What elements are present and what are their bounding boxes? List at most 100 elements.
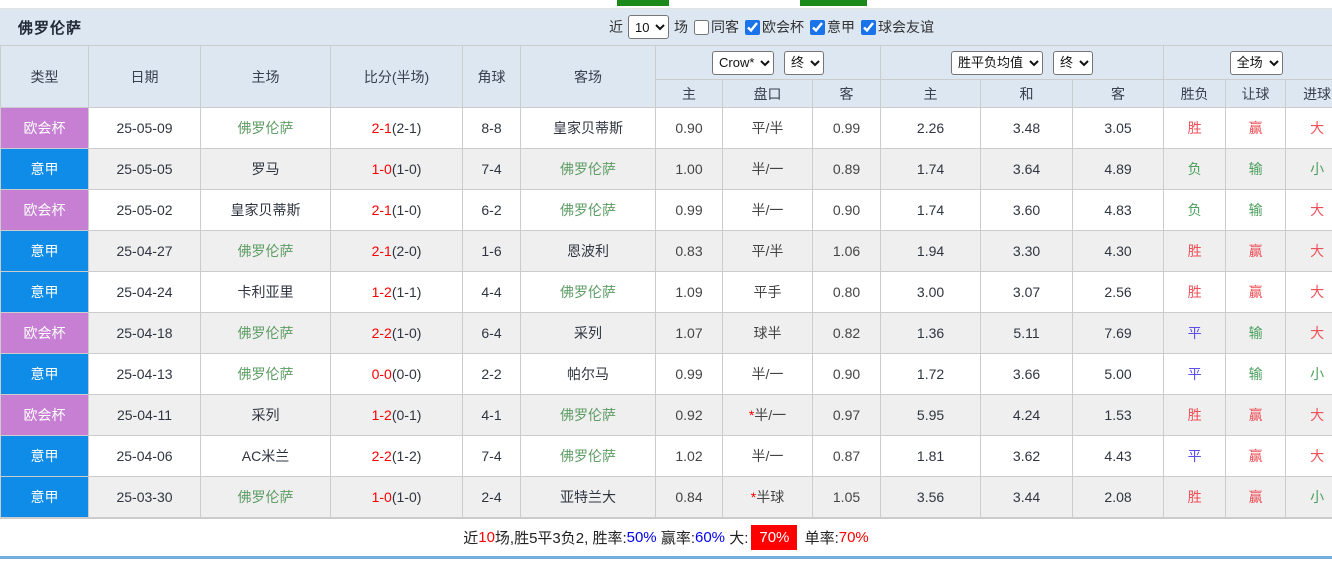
footer-segment: 70%: [838, 529, 869, 546]
ah-line-cell: *半球: [722, 476, 813, 518]
league-badge: 欧会杯: [0, 107, 89, 149]
away-team-cell: 佛罗伦萨: [520, 189, 656, 231]
ah-line-cell: 半/一: [722, 435, 813, 477]
ah-home-odds-cell: 1.09: [655, 271, 723, 313]
filter-checkbox-seriea[interactable]: [810, 19, 825, 35]
table-row: 意甲 25-04-13 佛罗伦萨 0-0(0-0) 2-2 帕尔马 0.99 半/一 0.90 1…: [0, 353, 1332, 395]
ah-home-odds-cell: 1.07: [655, 312, 723, 354]
fulltime-score: 1-2: [371, 407, 392, 423]
footer-segment: 赢率:: [656, 530, 695, 547]
odds-away-cell: 4.89: [1072, 148, 1165, 190]
subheader-goals-result: 进球: [1285, 79, 1332, 108]
league-badge: 意甲: [0, 353, 89, 395]
matches-label: 场: [674, 19, 688, 35]
filter-checkbox-friendly[interactable]: [861, 19, 876, 35]
result-cell: 胜: [1163, 230, 1227, 272]
corners-cell: 8-8: [462, 107, 521, 149]
footer-segment: 单率:: [800, 530, 839, 547]
title-bar: 佛罗伦萨 近 10 场 同客 欧会杯 意甲 球会友谊: [0, 8, 1332, 45]
odds-draw-cell: 3.07: [980, 271, 1074, 313]
recent-count-select[interactable]: 10: [628, 15, 669, 39]
ah-home-odds-cell: 0.83: [655, 230, 723, 272]
halftime-score: (1-1): [391, 284, 422, 300]
filter-label-seriea: 意甲: [827, 19, 855, 35]
odds-draw-cell: 3.48: [980, 107, 1074, 149]
handicap-time-select[interactable]: 终: [784, 50, 825, 75]
result-scope-select[interactable]: 全场: [1229, 50, 1283, 75]
odds-home-cell: 2.26: [880, 107, 982, 149]
odds-time-select[interactable]: 终: [1053, 50, 1094, 75]
score-cell: 0-0(0-0): [330, 353, 463, 395]
goals-result-cell: 大: [1285, 189, 1332, 231]
score-cell: 1-2(0-1): [330, 394, 463, 436]
active-tab-stub[interactable]: [617, 0, 669, 6]
footer-segment: 场,胜5平3负2, 胜率:: [494, 530, 627, 547]
ah-away-odds-cell: 0.99: [811, 107, 882, 149]
col-header-score: 比分(半场): [330, 45, 463, 108]
score-cell: 2-1(1-0): [330, 189, 463, 231]
corners-cell: 7-4: [462, 148, 521, 190]
league-badge: 意甲: [0, 476, 89, 518]
ah-line-cell: *半/一: [722, 394, 813, 436]
odds-draw-cell: 3.30: [980, 230, 1074, 272]
ah-away-odds-cell: 0.89: [811, 148, 882, 190]
table-row: 欧会杯 25-04-11 采列 1-2(0-1) 4-1 佛罗伦萨 0.92 *半/一 0.97…: [0, 394, 1332, 436]
ah-home-odds-cell: 0.84: [655, 476, 723, 518]
odds-away-cell: 3.05: [1072, 107, 1165, 149]
filter-checkbox-uecl[interactable]: [745, 19, 760, 35]
odds-away-cell: 4.30: [1072, 230, 1165, 272]
table-row: 意甲 25-04-27 佛罗伦萨 2-1(2-0) 1-6 恩波利 0.83 平/半 1.06 1…: [0, 230, 1332, 272]
goals-result-cell: 大: [1285, 312, 1332, 354]
away-team-cell: 佛罗伦萨: [520, 435, 656, 477]
goals-result-cell: 大: [1285, 435, 1332, 477]
odds-type-select[interactable]: 胜平负均值: [951, 50, 1044, 75]
table-row: 欧会杯 25-04-18 佛罗伦萨 2-2(1-0) 6-4 采列 1.07 球半 0.82 1.…: [0, 312, 1332, 354]
odds-draw-cell: 3.64: [980, 148, 1074, 190]
footer-segment: 50%: [626, 529, 657, 546]
ah-home-odds-cell: 1.02: [655, 435, 723, 477]
ah-home-odds-cell: 1.00: [655, 148, 723, 190]
same-away-checkbox[interactable]: [694, 19, 709, 35]
table-row: 欧会杯 25-05-09 佛罗伦萨 2-1(2-1) 8-8 皇家贝蒂斯 0.90 平/半 0.…: [0, 107, 1332, 149]
away-team-cell: 恩波利: [520, 230, 656, 272]
odds-away-cell: 2.56: [1072, 271, 1165, 313]
odds-draw-cell: 3.44: [980, 476, 1074, 518]
corners-cell: 1-6: [462, 230, 521, 272]
away-team-cell: 帕尔马: [520, 353, 656, 395]
home-team-cell: 采列: [200, 394, 331, 436]
goals-result-cell: 大: [1285, 230, 1332, 272]
active-tab-stub[interactable]: [800, 0, 867, 6]
result-cell: 平: [1163, 435, 1227, 477]
handicap-company-select[interactable]: Crow*: [712, 50, 775, 75]
ah-line-cell: 半/一: [722, 353, 813, 395]
fulltime-score: 1-0: [371, 489, 392, 505]
halftime-score: (0-1): [391, 407, 422, 423]
footer-segment: 10: [478, 529, 495, 546]
odds-away-cell: 2.08: [1072, 476, 1165, 518]
score-cell: 2-2(1-2): [330, 435, 463, 477]
ah-home-odds-cell: 0.90: [655, 107, 723, 149]
ah-home-odds-cell: 0.99: [655, 189, 723, 231]
subheader-ah-away: 客: [811, 79, 882, 108]
corners-cell: 4-1: [462, 394, 521, 436]
odds-draw-cell: 5.11: [980, 312, 1074, 354]
handicap-result-cell: 赢: [1225, 476, 1287, 518]
league-badge: 意甲: [0, 435, 89, 477]
away-team-cell: 佛罗伦萨: [520, 148, 656, 190]
table-row: 意甲 25-04-06 AC米兰 2-2(1-2) 7-4 佛罗伦萨 1.02 半/一 0.87…: [0, 435, 1332, 477]
result-cell: 胜: [1163, 271, 1227, 313]
result-cell: 负: [1163, 148, 1227, 190]
subheader-odds-away: 客: [1072, 79, 1165, 108]
fulltime-score: 0-0: [371, 366, 392, 382]
date-cell: 25-04-27: [88, 230, 201, 272]
footer-segment: 60%: [695, 529, 726, 546]
subheader-handicap-result: 让球: [1225, 79, 1287, 108]
matches-tbody: 欧会杯 25-05-09 佛罗伦萨 2-1(2-1) 8-8 皇家贝蒂斯 0.90 平/半 0.…: [0, 107, 1332, 518]
date-cell: 25-03-30: [88, 476, 201, 518]
filter-label-friendly: 球会友谊: [878, 19, 934, 35]
league-badge: 欧会杯: [0, 189, 89, 231]
goals-result-cell: 小: [1285, 476, 1332, 518]
away-team-cell: 采列: [520, 312, 656, 354]
result-cell: 平: [1163, 353, 1227, 395]
score-cell: 1-0(1-0): [330, 148, 463, 190]
